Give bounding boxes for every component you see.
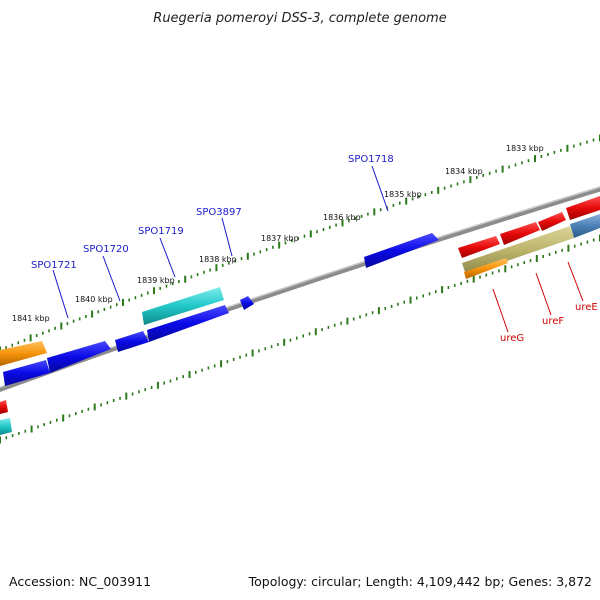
reverse-strand-genes <box>0 258 508 435</box>
gene-spo1718[interactable] <box>364 233 439 268</box>
genome-backbone-highlight <box>0 186 600 389</box>
genome-summary-text: Topology: circular; Length: 4,109,442 bp… <box>248 574 592 589</box>
gene-red-4[interactable] <box>566 196 600 220</box>
gene-spo1720[interactable] <box>47 341 111 373</box>
gene-red-3[interactable] <box>538 212 566 231</box>
kbp-label: 1841 kbp <box>12 314 50 323</box>
gene-spo1719[interactable] <box>142 287 224 325</box>
kbp-label: 1833 kbp <box>506 144 544 153</box>
gene-ureF-region[interactable] <box>462 226 574 275</box>
kbp-label: 1839 kbp <box>137 276 175 285</box>
gene-spo3897[interactable] <box>240 296 254 310</box>
gene-spo1721[interactable] <box>3 360 50 386</box>
red-leader-lines <box>492 261 584 333</box>
gene-steel-right[interactable] <box>570 214 600 238</box>
gene-label-ureF: ureF <box>542 316 564 327</box>
gene-red-left[interactable] <box>0 400 8 414</box>
gene-label-ureG: ureG <box>500 333 524 344</box>
kbp-label: 1840 kbp <box>75 295 113 304</box>
kbp-label: 1836 kbp <box>323 213 361 222</box>
gene-label-spo1721: SPO1721 <box>31 260 77 271</box>
gene-red-2[interactable] <box>500 222 540 245</box>
inner-tick-track <box>0 234 600 444</box>
kbp-labels: 1833 kbp 1834 kbp 1835 kbp 1836 kbp 1837… <box>12 144 544 323</box>
gene-label-spo1720: SPO1720 <box>83 244 129 255</box>
genome-backbone <box>0 186 600 393</box>
gene-red-1[interactable] <box>458 236 500 258</box>
gene-blue-rev-2[interactable] <box>115 331 149 352</box>
gene-label-spo1719: SPO1719 <box>138 226 184 237</box>
outer-tick-track <box>0 134 600 354</box>
gene-label-spo1718: SPO1718 <box>348 154 394 165</box>
gene-blue-rev-1[interactable] <box>147 305 229 342</box>
gene-label-spo3897: SPO3897 <box>196 207 242 218</box>
accession-text: Accession: NC_003911 <box>9 574 151 589</box>
gene-ureG[interactable] <box>464 258 508 279</box>
gene-labels: SPO1718 SPO3897 SPO1719 SPO1720 SPO1721 … <box>31 154 598 344</box>
kbp-label: 1835 kbp <box>384 190 422 199</box>
gene-cyan-left[interactable] <box>0 418 12 435</box>
kbp-label: 1834 kbp <box>445 167 483 176</box>
forward-strand-genes <box>0 196 600 366</box>
map-title: Ruegeria pomeroyi DSS-3, complete genome <box>153 11 446 26</box>
kbp-label: 1837 kbp <box>261 234 299 243</box>
kbp-label: 1838 kbp <box>199 255 237 264</box>
gene-orange-left[interactable] <box>0 341 47 366</box>
gene-label-ureE: ureE <box>575 302 598 313</box>
blue-leader-lines <box>52 165 389 319</box>
